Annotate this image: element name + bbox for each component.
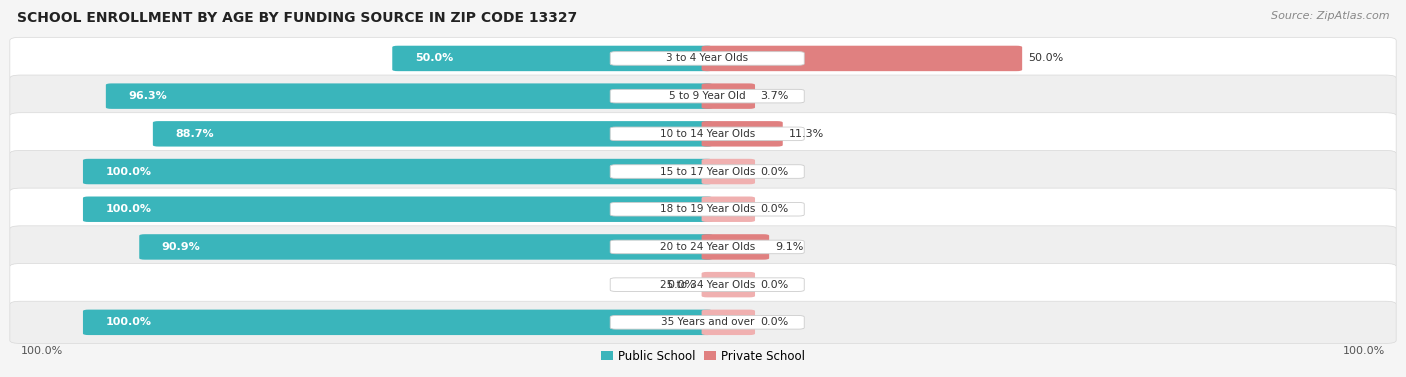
FancyBboxPatch shape (610, 240, 804, 254)
Text: 20 to 24 Year Olds: 20 to 24 Year Olds (659, 242, 755, 252)
Text: 90.9%: 90.9% (162, 242, 201, 252)
FancyBboxPatch shape (610, 278, 804, 291)
FancyBboxPatch shape (702, 83, 755, 109)
Text: 35 Years and over: 35 Years and over (661, 317, 754, 327)
FancyBboxPatch shape (702, 310, 755, 335)
Text: 18 to 19 Year Olds: 18 to 19 Year Olds (659, 204, 755, 214)
FancyBboxPatch shape (10, 264, 1396, 306)
FancyBboxPatch shape (10, 150, 1396, 193)
FancyBboxPatch shape (702, 196, 755, 222)
FancyBboxPatch shape (610, 165, 804, 178)
FancyBboxPatch shape (610, 202, 804, 216)
FancyBboxPatch shape (392, 46, 713, 71)
FancyBboxPatch shape (139, 234, 713, 260)
FancyBboxPatch shape (610, 316, 804, 329)
FancyBboxPatch shape (10, 226, 1396, 268)
FancyBboxPatch shape (83, 196, 713, 222)
Text: 100.0%: 100.0% (21, 346, 63, 356)
Text: 88.7%: 88.7% (176, 129, 214, 139)
Text: 9.1%: 9.1% (775, 242, 803, 252)
FancyBboxPatch shape (10, 113, 1396, 155)
FancyBboxPatch shape (702, 121, 783, 147)
FancyBboxPatch shape (105, 83, 713, 109)
FancyBboxPatch shape (610, 127, 804, 141)
Text: 96.3%: 96.3% (128, 91, 167, 101)
Text: 10 to 14 Year Olds: 10 to 14 Year Olds (659, 129, 755, 139)
Text: 100.0%: 100.0% (105, 167, 152, 176)
Text: 3.7%: 3.7% (761, 91, 789, 101)
FancyBboxPatch shape (153, 121, 713, 147)
FancyBboxPatch shape (610, 89, 804, 103)
Text: 0.0%: 0.0% (668, 280, 696, 290)
Text: 11.3%: 11.3% (789, 129, 824, 139)
Text: 0.0%: 0.0% (761, 280, 789, 290)
Text: 100.0%: 100.0% (105, 317, 152, 327)
FancyBboxPatch shape (10, 301, 1396, 343)
FancyBboxPatch shape (702, 234, 769, 260)
Text: SCHOOL ENROLLMENT BY AGE BY FUNDING SOURCE IN ZIP CODE 13327: SCHOOL ENROLLMENT BY AGE BY FUNDING SOUR… (17, 11, 576, 25)
FancyBboxPatch shape (10, 188, 1396, 230)
Text: 0.0%: 0.0% (761, 204, 789, 214)
Text: 100.0%: 100.0% (105, 204, 152, 214)
Text: 0.0%: 0.0% (761, 317, 789, 327)
Text: Source: ZipAtlas.com: Source: ZipAtlas.com (1271, 11, 1389, 21)
FancyBboxPatch shape (10, 75, 1396, 117)
Text: 100.0%: 100.0% (1343, 346, 1385, 356)
Text: 15 to 17 Year Olds: 15 to 17 Year Olds (659, 167, 755, 176)
FancyBboxPatch shape (702, 159, 755, 184)
FancyBboxPatch shape (10, 37, 1396, 80)
Text: 50.0%: 50.0% (1028, 54, 1063, 63)
Text: 50.0%: 50.0% (415, 54, 453, 63)
FancyBboxPatch shape (610, 52, 804, 65)
FancyBboxPatch shape (83, 159, 713, 184)
Legend: Public School, Private School: Public School, Private School (596, 345, 810, 367)
Text: 0.0%: 0.0% (761, 167, 789, 176)
Text: 5 to 9 Year Old: 5 to 9 Year Old (669, 91, 745, 101)
Text: 25 to 34 Year Olds: 25 to 34 Year Olds (659, 280, 755, 290)
FancyBboxPatch shape (83, 310, 713, 335)
FancyBboxPatch shape (702, 46, 1022, 71)
FancyBboxPatch shape (702, 272, 755, 297)
Text: 3 to 4 Year Olds: 3 to 4 Year Olds (666, 54, 748, 63)
